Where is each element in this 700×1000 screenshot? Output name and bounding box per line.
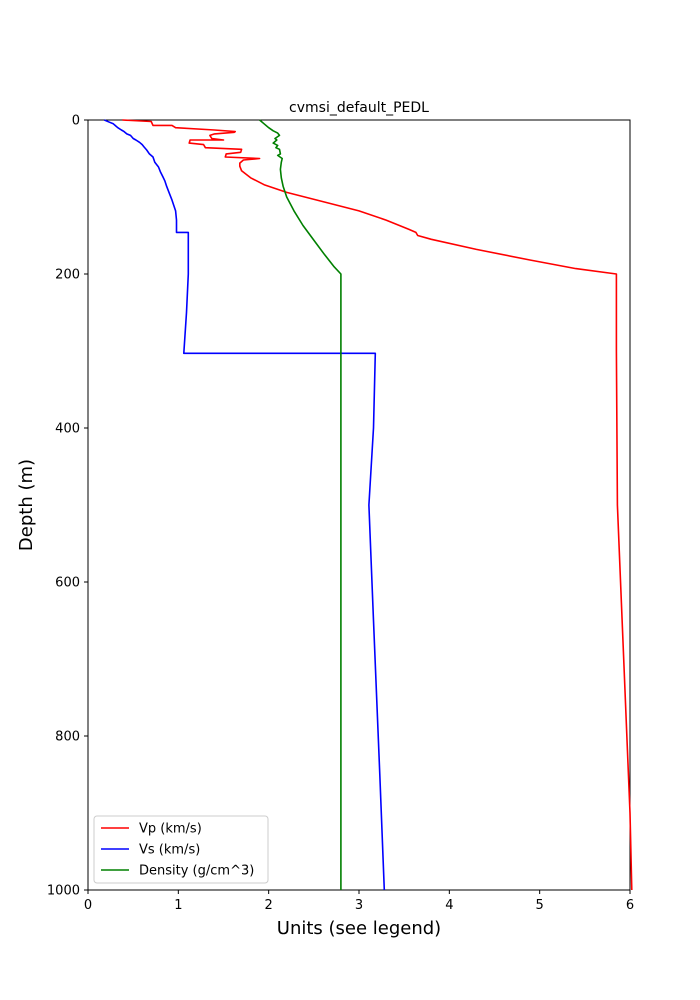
x-tick-label: 1: [174, 898, 182, 913]
chart-title: cvmsi_default_PEDL: [289, 100, 429, 116]
y-axis: 0 200 400 600 800 1000: [47, 114, 88, 899]
legend-label-2: Vs (km/s): [139, 843, 200, 858]
legend: Vp (km/s) Vs (km/s) Density (g/cm^3): [93, 815, 269, 884]
y-tick-label: 600: [55, 576, 80, 591]
x-axis-label: Units (see legend): [277, 918, 441, 939]
y-tick-label: 1000: [47, 884, 80, 899]
y-tick-label: 800: [55, 730, 80, 745]
x-axis: 0 1 2 3 4 5 6: [84, 890, 634, 913]
x-tick-label: 5: [536, 898, 544, 913]
y-tick-label: 200: [55, 268, 80, 283]
legend-label-1: Vp (km/s): [139, 822, 202, 837]
series-layer: [103, 119, 633, 891]
x-tick-label: 6: [626, 898, 634, 913]
legend-label-3: Density (g/cm^3): [139, 864, 254, 879]
y-tick-label: 400: [55, 422, 80, 437]
x-tick-label: 3: [355, 898, 363, 913]
series-line-3: [259, 119, 342, 890]
x-tick-label: 2: [265, 898, 273, 913]
x-tick-label: 4: [445, 898, 453, 913]
plot-area: [87, 119, 633, 891]
y-tick-label: 0: [72, 114, 80, 129]
legend-box: [93, 815, 269, 884]
plot-frame: [87, 119, 631, 891]
x-tick-label: 0: [84, 898, 92, 913]
y-axis-label: Depth (m): [16, 459, 37, 551]
series-line-1: [122, 119, 633, 891]
series-line-2: [103, 119, 386, 891]
